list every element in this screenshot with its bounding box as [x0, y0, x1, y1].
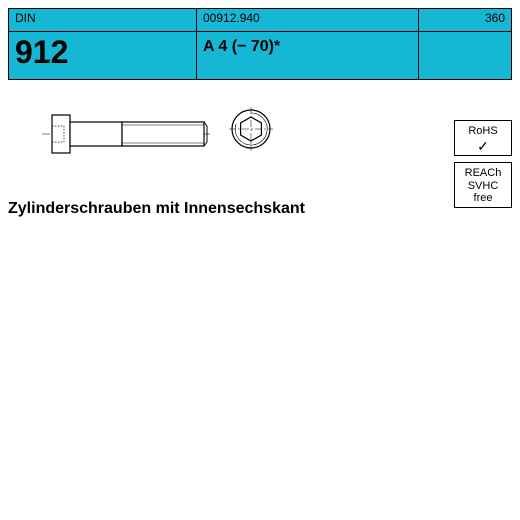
rohs-badge: RoHS ✓ [454, 120, 512, 156]
header-row-2: 912 A 4 (− 70)* [9, 32, 511, 79]
right-code: 360 [419, 9, 511, 31]
standard-number: 912 [9, 32, 197, 79]
rohs-label: RoHS [457, 125, 509, 138]
check-icon: ✓ [457, 138, 509, 154]
product-description: Zylinderschrauben mit Innensechskant [8, 200, 305, 218]
drawing-area: RoHS ✓ REACh SVHC free Zylinderschrauben… [8, 90, 512, 512]
header-bar: DIN 00912.940 360 912 A 4 (− 70)* [8, 8, 512, 80]
reach-line1: REACh [457, 167, 509, 180]
reach-line3: free [457, 192, 509, 205]
reach-line2: SVHC [457, 180, 509, 193]
hex-socket-view [226, 104, 276, 154]
din-label: DIN [9, 9, 197, 31]
reach-badge: REACh SVHC free [454, 162, 512, 208]
material-spec: A 4 (− 70)* [197, 32, 418, 79]
header-blank [418, 32, 511, 79]
header-row-1: DIN 00912.940 360 [9, 9, 511, 32]
part-number: 00912.940 [197, 9, 419, 31]
screw-side-view [42, 104, 212, 164]
